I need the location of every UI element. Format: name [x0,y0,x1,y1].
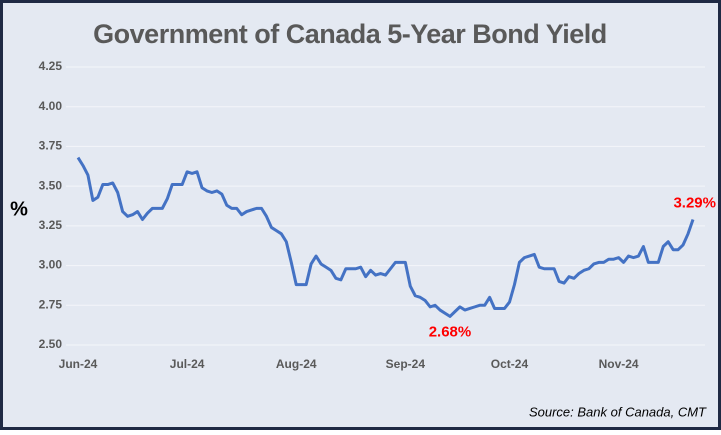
y-tick-label: 3.75 [39,139,63,153]
x-tick-label: Nov-24 [599,357,639,371]
data-label: 2.68% [429,323,472,340]
y-tick-label: 2.50 [39,337,63,351]
source-note: Source: Bank of Canada, CMT [529,404,707,419]
x-tick-label: Aug-24 [276,357,317,371]
x-tick-label: Oct-24 [491,357,529,371]
x-tick-label: Sep-24 [386,357,426,371]
y-tick-label: 3.25 [39,218,63,232]
y-tick-label: 2.75 [39,297,63,311]
y-tick-label: 4.00 [39,99,63,113]
x-tick-label: Jul-24 [170,357,205,371]
y-tick-label: 3.50 [39,178,63,192]
data-label: 3.29% [673,194,716,211]
y-tick-label: 4.25 [39,59,63,73]
chart-title: Government of Canada 5-Year Bond Yield [93,19,607,49]
x-tick-label: Jun-24 [59,357,98,371]
y-tick-label: 3.00 [39,258,63,272]
y-axis-label: % [10,198,28,220]
data-line [76,156,695,318]
